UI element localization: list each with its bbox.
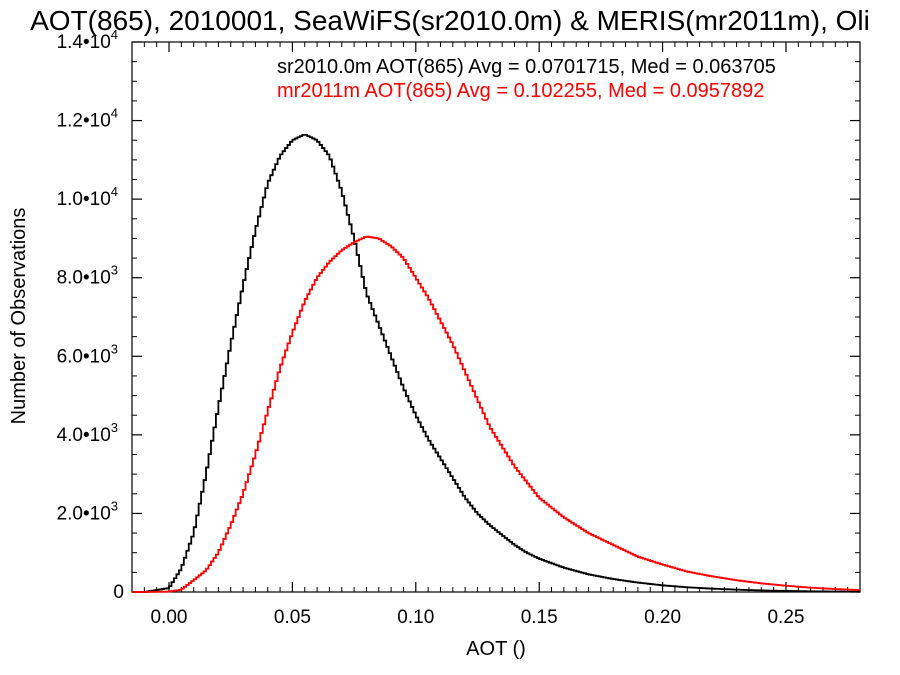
legend-entry-mr2011m: mr2011m AOT(865) Avg = 0.102255, Med = 0… — [277, 80, 764, 102]
x-tick-label: 0.20 — [644, 607, 681, 628]
legend-entry-sr2010: sr2010.0m AOT(865) Avg = 0.0701715, Med … — [277, 56, 776, 78]
x-axis-label: AOT () — [466, 638, 526, 660]
x-tick-label: 0.10 — [397, 607, 434, 628]
x-axis-ticks: 0.00 0.05 0.10 0.15 0.20 0.25 — [143, 42, 861, 628]
series-line-mr2011m — [132, 235, 860, 593]
y-tick-label: 1.4•104 — [57, 27, 118, 53]
x-tick-label: 0.05 — [274, 607, 311, 628]
plot-frame — [131, 41, 861, 593]
x-tick-label: 0.25 — [767, 607, 804, 628]
series-layer — [132, 134, 860, 593]
y-axis-ticks: 0 2.0•103 4.0•103 6.0•103 8.0•103 1.0•104 1.2•… — [57, 27, 860, 603]
y-tick-label: 0 — [113, 582, 124, 603]
y-tick-label: 2.0•103 — [57, 498, 118, 524]
x-tick-label: 0.15 — [521, 607, 558, 628]
series-line-sr2010.0m — [132, 134, 860, 593]
y-tick-label: 4.0•103 — [57, 420, 118, 446]
y-tick-label: 1.0•104 — [57, 184, 118, 210]
x-tick-label: 0.00 — [151, 607, 188, 628]
y-axis-label: Number of Observations — [8, 208, 30, 425]
chart-title: AOT(865), 2010001, SeaWiFS(sr2010.0m) & … — [30, 5, 870, 36]
y-tick-label: 6.0•103 — [57, 341, 118, 367]
y-tick-label: 1.2•104 — [57, 106, 118, 132]
y-tick-label: 8.0•103 — [57, 263, 118, 289]
